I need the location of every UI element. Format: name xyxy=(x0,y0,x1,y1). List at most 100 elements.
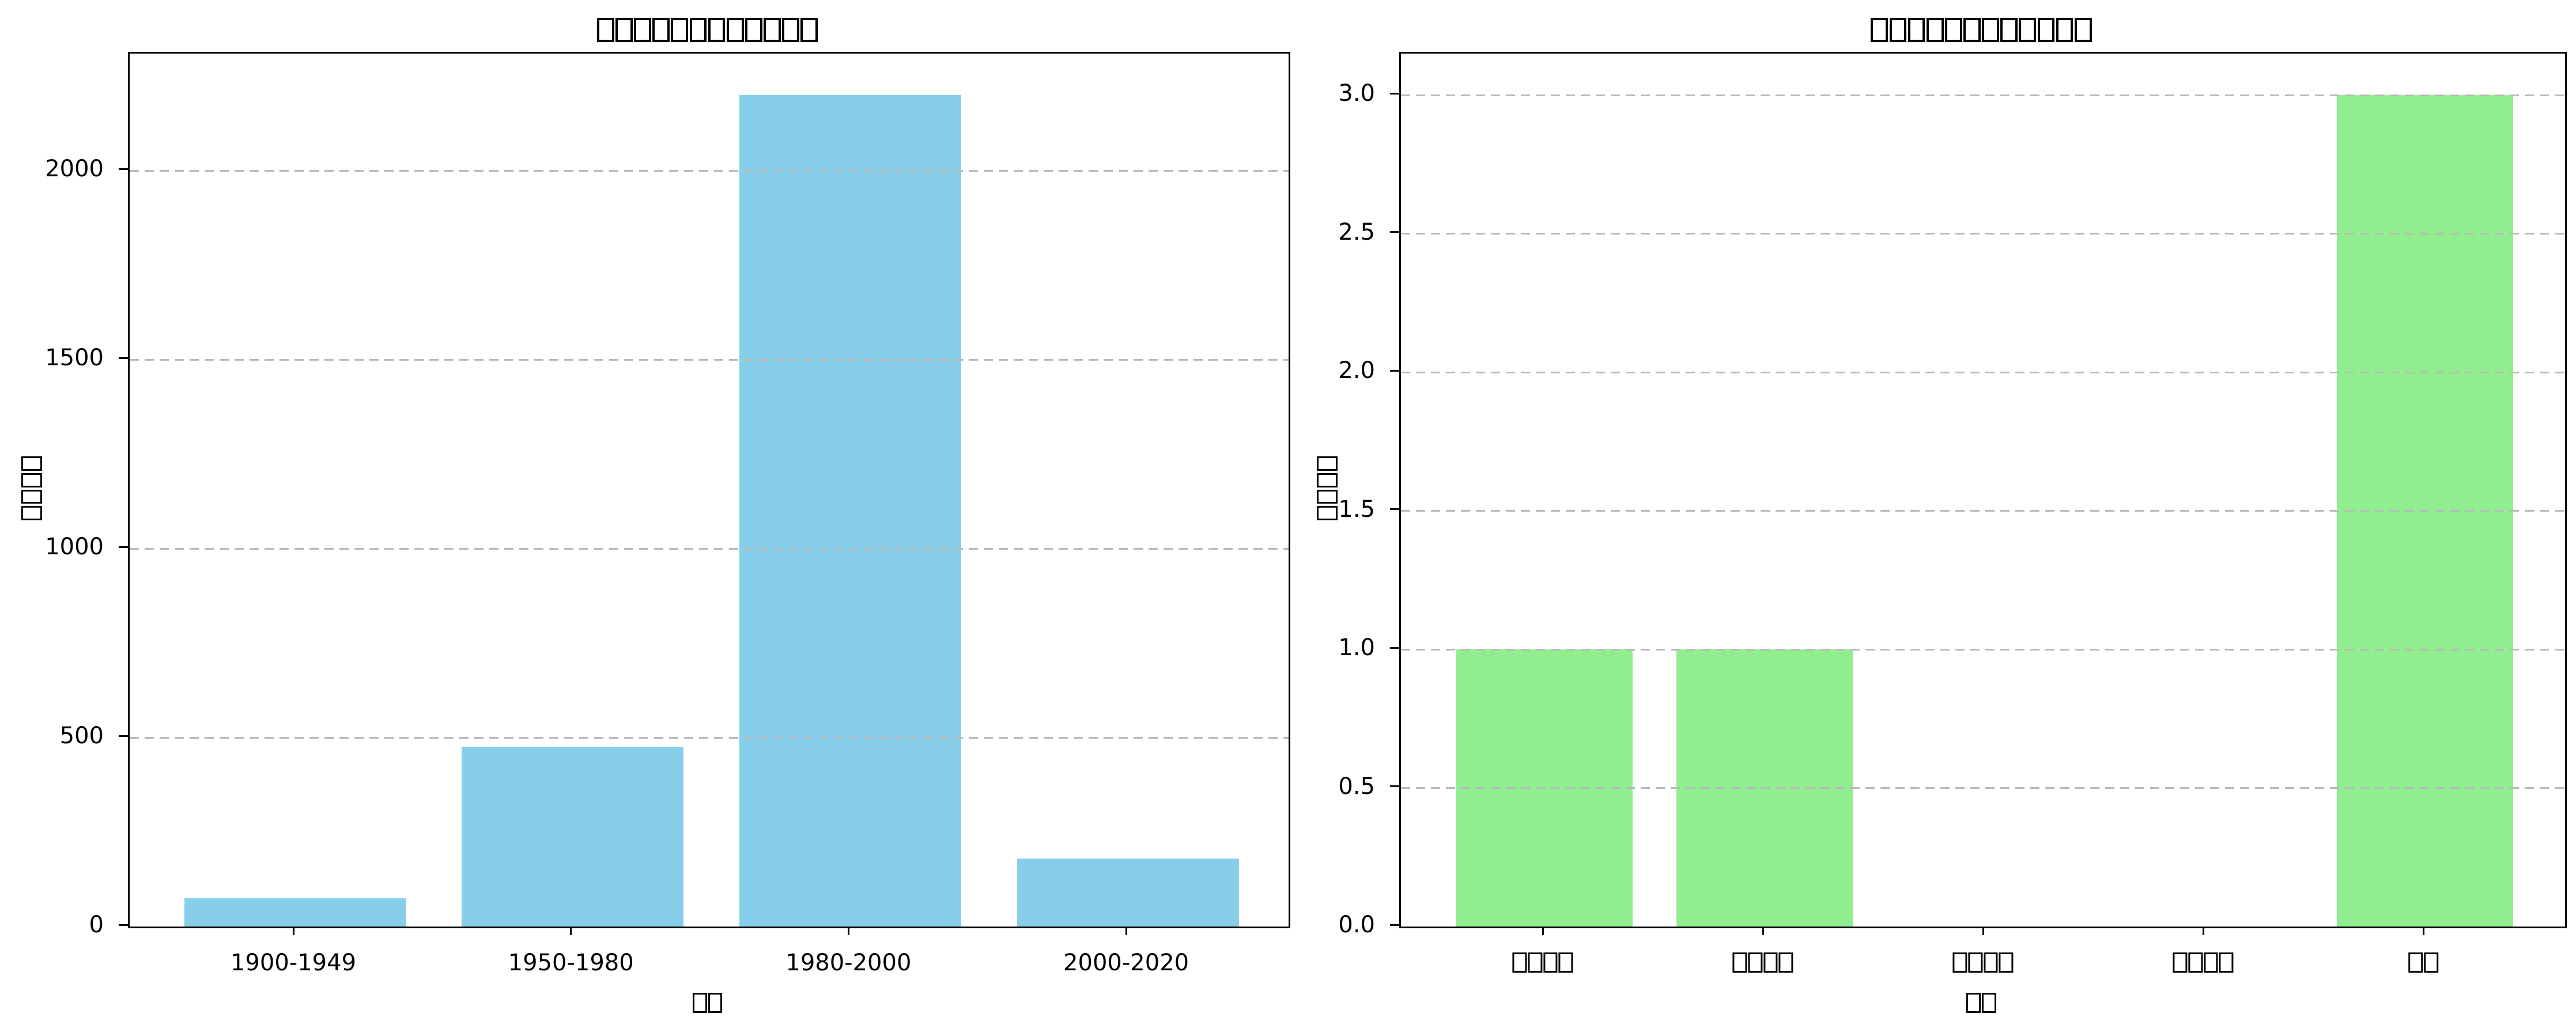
missing-glyph-box xyxy=(1778,952,1793,973)
missing-glyph-box xyxy=(1982,18,1999,43)
gridline xyxy=(1401,94,2565,96)
gridline xyxy=(1401,648,2565,651)
ytick-label: 2000 xyxy=(45,156,104,183)
missing-glyph-box xyxy=(652,18,670,43)
missing-glyph-box xyxy=(1317,472,1338,487)
ytick-mark xyxy=(119,546,128,548)
missing-glyph-box xyxy=(2074,18,2092,43)
ytick-mark xyxy=(119,735,128,737)
xtick-mark xyxy=(847,927,849,935)
gridline xyxy=(1401,510,2565,512)
bar xyxy=(462,747,684,927)
ytick-label: 1.5 xyxy=(1338,496,1375,523)
ytick-mark xyxy=(119,168,128,170)
missing-glyph-box xyxy=(726,18,744,43)
missing-glyph-box xyxy=(2037,18,2055,43)
missing-glyph-box xyxy=(1966,993,1981,1014)
missing-glyph-box xyxy=(745,18,762,43)
missing-glyph-box xyxy=(708,993,723,1014)
ytick-mark xyxy=(119,924,128,926)
missing-glyph-box xyxy=(2019,18,2037,43)
missing-glyph-box xyxy=(2173,952,2188,973)
xtick-mark xyxy=(1762,927,1764,935)
ytick-mark xyxy=(119,357,128,359)
ytick-mark xyxy=(1390,924,1399,926)
missing-glyph-box xyxy=(1982,993,1996,1014)
ytick-label: 0.0 xyxy=(1338,912,1375,938)
missing-glyph-box xyxy=(1871,18,1888,43)
ytick-label: 3.0 xyxy=(1338,80,1375,107)
missing-glyph-box xyxy=(2188,952,2203,973)
missing-glyph-box xyxy=(1512,952,1527,973)
xtick-mark xyxy=(1542,927,1544,935)
missing-glyph-box xyxy=(1968,952,1982,973)
xtick-mark xyxy=(2202,927,2204,935)
missing-glyph-box xyxy=(2219,952,2234,973)
ytick-label: 2.5 xyxy=(1338,218,1375,245)
ytick-mark xyxy=(1390,231,1399,233)
ytick-label: 0.5 xyxy=(1338,773,1375,800)
missing-glyph-box xyxy=(692,993,707,1014)
missing-glyph-box xyxy=(2204,952,2218,973)
missing-glyph-box xyxy=(1763,952,1778,973)
missing-glyph-box xyxy=(21,506,42,521)
gridline xyxy=(1401,233,2565,235)
missing-glyph-box xyxy=(2000,18,2018,43)
ytick-mark xyxy=(1390,508,1399,511)
missing-glyph-box xyxy=(2056,18,2073,43)
chart-left-title xyxy=(128,15,1287,45)
ytick-mark xyxy=(1390,785,1399,788)
missing-glyph-box xyxy=(21,456,42,471)
missing-glyph-box xyxy=(764,18,781,43)
gridline xyxy=(1401,787,2565,789)
missing-glyph-box xyxy=(21,489,42,504)
gridline xyxy=(1401,371,2565,373)
xtick-mark xyxy=(1125,927,1127,935)
bar xyxy=(1017,858,1239,927)
ytick-label: 1.0 xyxy=(1338,634,1375,661)
ytick-label: 500 xyxy=(59,723,104,750)
missing-glyph-box xyxy=(2408,952,2423,973)
chart-left-x-axis-label xyxy=(128,990,1287,1016)
missing-glyph-box xyxy=(1748,952,1762,973)
gridline xyxy=(130,358,1289,361)
missing-glyph-box xyxy=(1952,952,1967,973)
chart-right-plot-area xyxy=(1399,52,2567,928)
missing-glyph-box xyxy=(800,18,818,43)
ytick-label: 1000 xyxy=(45,534,104,561)
ytick-mark xyxy=(1390,647,1399,649)
gridline xyxy=(130,736,1289,739)
missing-glyph-box xyxy=(2424,952,2438,973)
missing-glyph-box xyxy=(1528,952,1542,973)
missing-glyph-box xyxy=(21,472,42,487)
chart-right-x-axis-label xyxy=(1399,990,2563,1016)
xtick-label: 1950-1980 xyxy=(508,950,634,976)
xtick-label: 1900-1949 xyxy=(230,950,357,976)
missing-glyph-box xyxy=(1984,952,1998,973)
xtick-mark xyxy=(570,927,572,935)
missing-glyph-box xyxy=(1558,952,1573,973)
missing-glyph-box xyxy=(1317,506,1338,521)
bar xyxy=(739,95,961,927)
missing-glyph-box xyxy=(1926,18,1944,43)
xtick-label: 2000-2020 xyxy=(1063,950,1189,976)
xtick-label xyxy=(1732,949,1793,977)
missing-glyph-box xyxy=(1317,456,1338,471)
ytick-mark xyxy=(1390,369,1399,372)
missing-glyph-box xyxy=(671,18,689,43)
xtick-mark xyxy=(292,927,294,935)
missing-glyph-box xyxy=(615,18,633,43)
chart-left-plot-area xyxy=(128,52,1290,928)
missing-glyph-box xyxy=(1999,952,2014,973)
ytick-label: 2.0 xyxy=(1338,357,1375,384)
chart-left-y-axis-label xyxy=(19,52,44,925)
xtick-label xyxy=(2172,949,2234,977)
gridline xyxy=(130,547,1289,550)
ytick-mark xyxy=(1390,92,1399,94)
missing-glyph-box xyxy=(1732,952,1747,973)
xtick-mark xyxy=(2422,927,2424,935)
missing-glyph-box xyxy=(634,18,651,43)
missing-glyph-box xyxy=(1908,18,1925,43)
chart-right-title xyxy=(1399,15,2563,45)
missing-glyph-box xyxy=(708,18,726,43)
